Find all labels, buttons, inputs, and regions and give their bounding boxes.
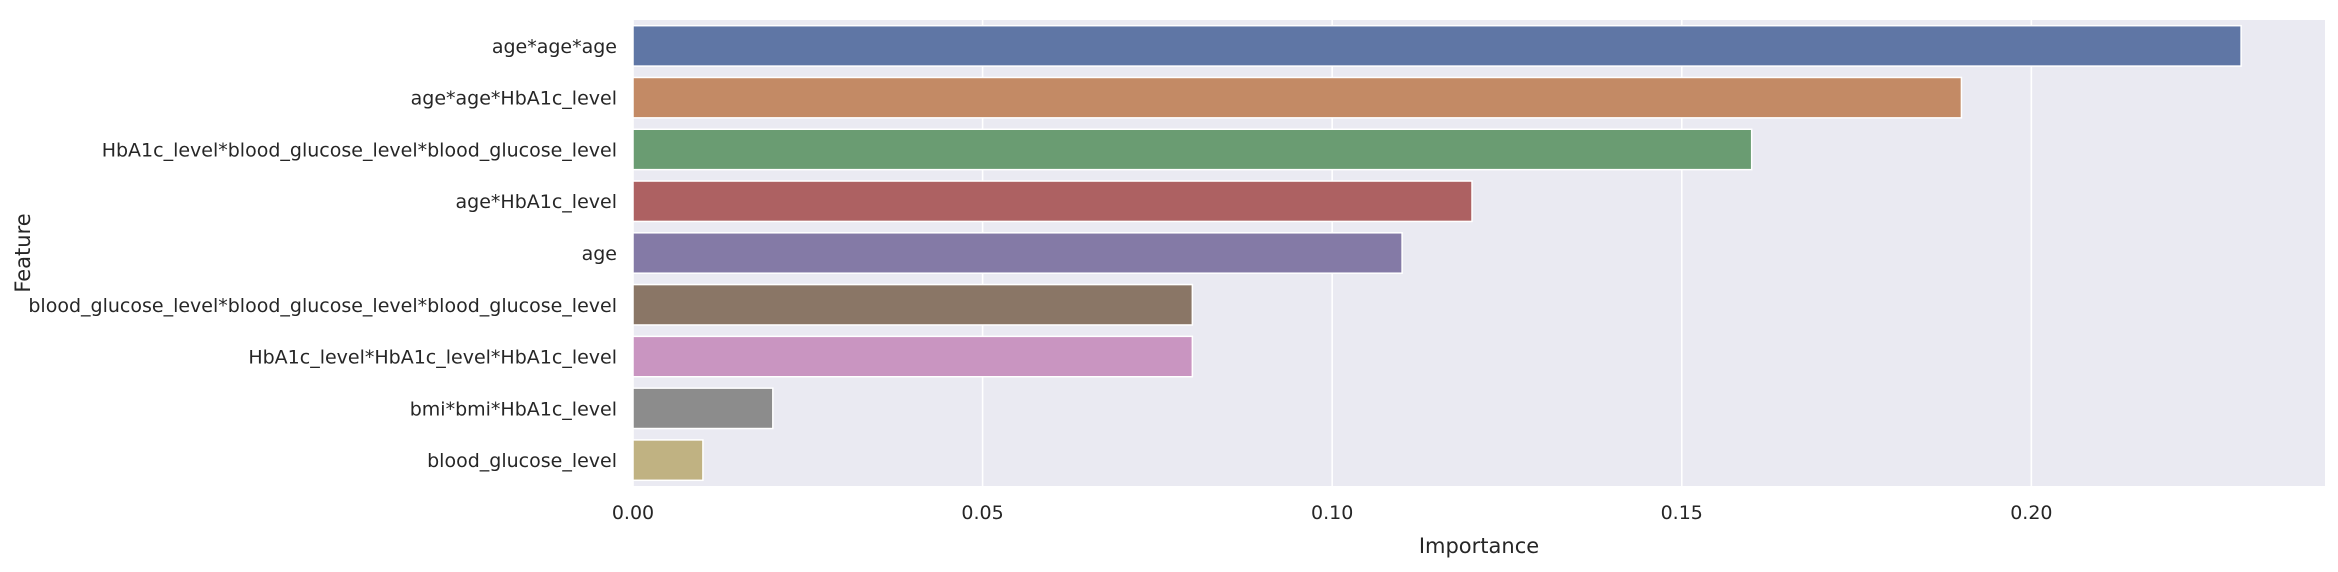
y-tick-label: blood_glucose_level [427, 450, 617, 472]
bar [632, 439, 704, 482]
y-tick-label: blood_glucose_level*blood_glucose_level*… [28, 295, 617, 317]
y-axis-label: Feature [11, 213, 35, 292]
bar [632, 283, 1194, 326]
y-tick-label: age*age*age [492, 36, 617, 58]
y-axis-ticks: age*age*age age*age*HbA1c_level HbA1c_leve… [28, 36, 617, 472]
x-tick-label: 0.15 [1661, 502, 1703, 524]
x-axis-ticks: 0.00 0.05 0.10 0.15 0.20 [612, 502, 2053, 524]
bar [632, 76, 1963, 119]
bar [632, 387, 774, 430]
y-tick-label: age*age*HbA1c_level [411, 88, 617, 110]
x-tick-label: 0.20 [2010, 502, 2052, 524]
y-tick-label: bmi*bmi*HbA1c_level [410, 398, 617, 420]
y-tick-label: HbA1c_level*HbA1c_level*HbA1c_level [248, 347, 617, 369]
y-tick-label: HbA1c_level*blood_glucose_level*blood_gl… [102, 139, 617, 161]
x-tick-label: 0.10 [1311, 502, 1353, 524]
x-tick-label: 0.00 [612, 502, 654, 524]
bar [632, 180, 1473, 223]
y-tick-label: age*HbA1c_level [456, 191, 617, 213]
bar [632, 24, 2242, 67]
x-axis-label: Importance [1419, 534, 1539, 558]
bar [632, 335, 1194, 378]
bar [632, 232, 1403, 274]
x-tick-label: 0.05 [961, 502, 1003, 524]
y-tick-label: age [582, 243, 617, 265]
bar [632, 128, 1753, 171]
bars [632, 24, 2242, 482]
